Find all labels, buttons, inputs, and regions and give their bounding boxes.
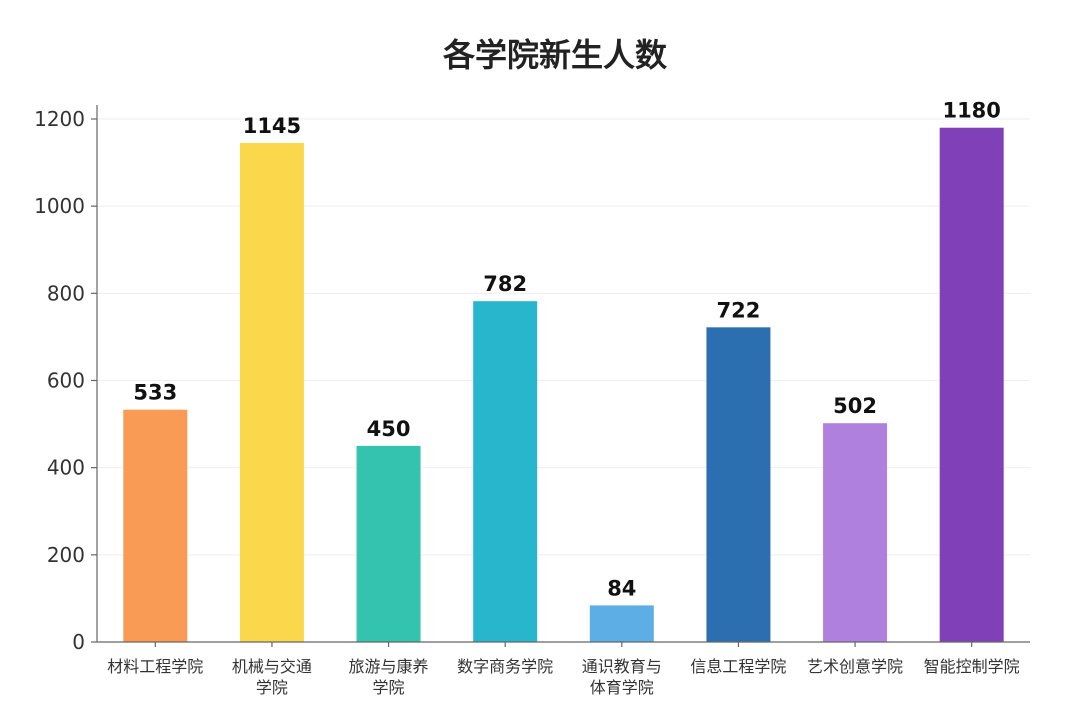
y-tick-label: 800 <box>47 281 85 305</box>
bar <box>589 605 654 642</box>
bar <box>123 409 188 642</box>
data-label: 84 <box>607 576 636 600</box>
data-label: 502 <box>833 394 877 418</box>
y-tick-label: 400 <box>47 456 85 480</box>
grid-lines <box>97 118 1030 556</box>
x-tick-label: 学院 <box>256 678 288 697</box>
x-tick-label: 旅游与康养 <box>349 657 429 676</box>
x-tick-label: 智能控制学院 <box>924 657 1020 676</box>
chart-title: 各学院新生人数 <box>443 36 668 74</box>
x-tick-label: 体育学院 <box>590 678 654 697</box>
y-tick-label: 200 <box>47 543 85 567</box>
data-label: 722 <box>717 298 761 322</box>
x-tick-label: 学院 <box>373 678 405 697</box>
bar <box>473 301 538 642</box>
y-tick-label: 1200 <box>34 107 85 131</box>
data-label: 450 <box>367 417 411 441</box>
x-tick-label: 艺术创意学院 <box>807 657 903 676</box>
data-label: 782 <box>483 272 527 296</box>
x-tick-label: 信息工程学院 <box>690 657 786 676</box>
axes: 0 200 400 600 800 1000 1200 <box>34 105 1030 654</box>
bars <box>123 127 1004 643</box>
data-label: 1145 <box>243 114 301 138</box>
y-tick-label: 600 <box>47 369 85 393</box>
x-tick-label: 通识教育与 <box>582 657 662 676</box>
x-tick-label: 数字商务学院 <box>457 657 553 676</box>
bar <box>939 127 1004 642</box>
x-tick-label: 机械与交通 <box>232 657 312 676</box>
x-tick-label: 材料工程学院 <box>107 657 203 676</box>
y-tick-label: 1000 <box>34 194 85 218</box>
y-tick-label: 0 <box>72 630 85 654</box>
data-label: 1180 <box>942 99 1000 123</box>
bar <box>239 142 304 643</box>
bar <box>706 327 771 642</box>
bar <box>356 445 421 642</box>
data-labels: 533 1145 450 782 84 722 502 1180 <box>133 99 1001 601</box>
data-label: 533 <box>133 381 177 405</box>
bar <box>823 423 888 642</box>
